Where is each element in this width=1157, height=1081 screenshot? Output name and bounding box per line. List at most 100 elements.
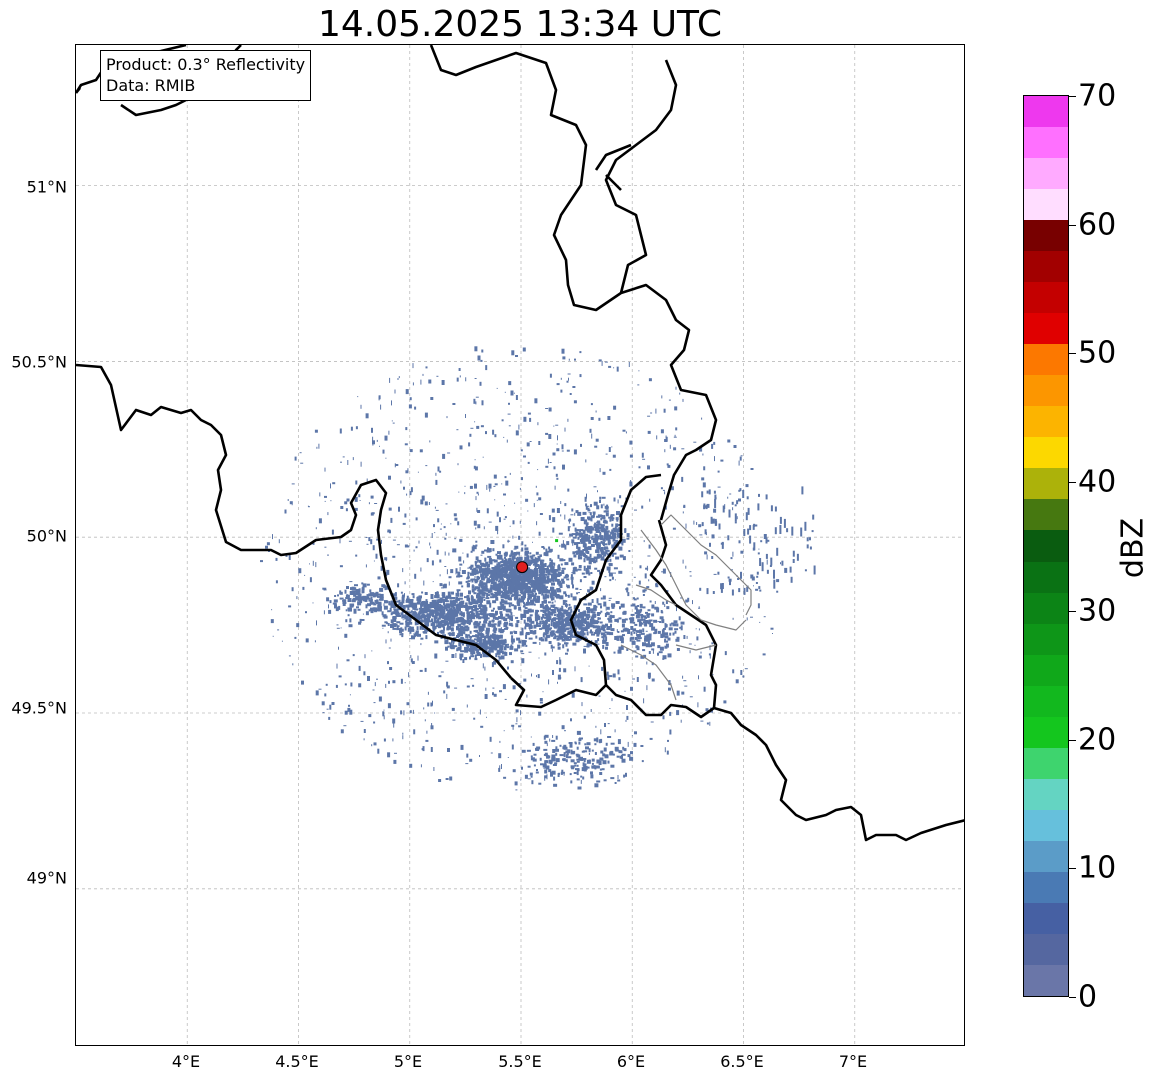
echo-pixel	[421, 748, 424, 751]
echo-pixel	[454, 608, 457, 612]
echo-pixel	[465, 763, 469, 765]
echo-pixel	[469, 611, 473, 613]
echo-pixel	[531, 673, 532, 677]
echo-pixel	[536, 622, 538, 627]
echo-pixel	[500, 649, 503, 653]
echo-pixel	[600, 605, 602, 609]
echo-pixel	[546, 614, 550, 619]
echo-pixel	[728, 578, 732, 582]
echo-pixel	[392, 539, 396, 541]
echo-pixel	[561, 348, 565, 354]
echo-pixel	[551, 754, 556, 758]
echo-pixel	[576, 730, 581, 735]
echo-pixel	[518, 579, 523, 582]
echo-pixel	[628, 362, 630, 367]
echo-pixel	[573, 616, 577, 621]
echo-pixel	[665, 601, 668, 604]
echo-pixel	[562, 464, 565, 470]
echo-pixel	[567, 611, 572, 616]
radar-site-marker	[516, 561, 529, 574]
echo-pixel	[450, 569, 454, 574]
echo-pixel	[595, 410, 597, 413]
echo-pixel	[627, 754, 631, 758]
echo-pixel	[551, 575, 555, 579]
echo-pixel	[496, 563, 499, 567]
echo-pixel	[664, 635, 669, 639]
echo-pixel	[660, 429, 664, 434]
echo-pixel	[655, 582, 658, 586]
echo-pixel	[606, 553, 610, 556]
echo-pixel	[365, 604, 368, 609]
echo-pixel	[582, 636, 587, 639]
echo-pixel	[429, 601, 434, 606]
echo-pixel	[407, 607, 410, 611]
echo-pixel	[746, 617, 748, 621]
echo-pixel	[730, 557, 733, 560]
echo-pixel	[502, 605, 506, 611]
echo-pixel	[776, 547, 779, 556]
echo-pixel	[473, 578, 476, 581]
echo-pixel	[605, 606, 607, 611]
echo-pixel	[685, 565, 687, 569]
echo-pixel	[558, 589, 562, 593]
echo-pixel	[696, 522, 698, 525]
echo-pixel	[432, 615, 436, 618]
echo-pixel	[551, 648, 553, 652]
echo-pixel	[612, 454, 616, 458]
echo-pixel	[612, 532, 614, 537]
echo-pixel	[492, 641, 496, 644]
echo-pixel	[608, 516, 613, 519]
echo-pixel	[312, 542, 315, 545]
echo-pixel	[499, 564, 503, 568]
echo-pixel	[753, 585, 754, 587]
echo-pixel	[556, 594, 560, 599]
echo-pixel	[458, 597, 463, 600]
echo-pixel	[689, 575, 692, 577]
echo-pixel	[608, 365, 612, 368]
echo-pixel	[547, 458, 549, 464]
echo-pixel	[428, 620, 433, 623]
echo-pixel	[484, 666, 486, 671]
border-lu-west	[510, 473, 662, 709]
echo-pixel	[604, 532, 609, 537]
echo-pixel	[511, 579, 516, 584]
echo-pixel	[451, 640, 455, 643]
echo-pixel	[615, 523, 619, 528]
echo-pixel	[585, 522, 589, 526]
radar-map[interactable]	[75, 44, 965, 1046]
echo-pixel	[629, 756, 634, 761]
echo-pixel	[806, 537, 809, 542]
echo-pixel	[339, 428, 342, 434]
echo-pixel	[581, 572, 585, 575]
echo-pixel	[584, 542, 586, 545]
echo-pixel	[494, 565, 499, 570]
echo-pixel	[544, 637, 548, 642]
echo-pixel	[560, 377, 562, 380]
echo-pixel	[636, 632, 638, 637]
echo-pixel	[564, 544, 567, 550]
echo-pixel	[573, 554, 577, 558]
echo-pixel	[501, 566, 505, 570]
echo-pixel	[397, 583, 400, 588]
echo-pixel	[596, 598, 599, 603]
echo-pixel	[558, 633, 562, 638]
echo-pixel	[358, 494, 361, 498]
echo-pixel	[473, 717, 476, 720]
echo-pixel	[474, 569, 479, 574]
echo-pixel	[746, 496, 749, 500]
echo-pixel	[568, 519, 572, 522]
echo-pixel	[536, 580, 539, 585]
colorbar-label-50: 50	[1078, 335, 1117, 371]
echo-pixel	[594, 783, 599, 788]
echo-pixel	[555, 635, 559, 638]
echo-pixel	[437, 600, 440, 605]
echo-pixel	[559, 657, 561, 662]
echo-pixel	[517, 644, 521, 649]
echo-pixel	[357, 601, 362, 606]
echo-pixel	[486, 484, 488, 490]
echo-pixel	[362, 597, 367, 601]
echo-pixel	[456, 628, 459, 631]
echo-pixel	[362, 613, 364, 615]
echo-pixel	[510, 660, 514, 664]
echo-pixel	[704, 551, 708, 555]
